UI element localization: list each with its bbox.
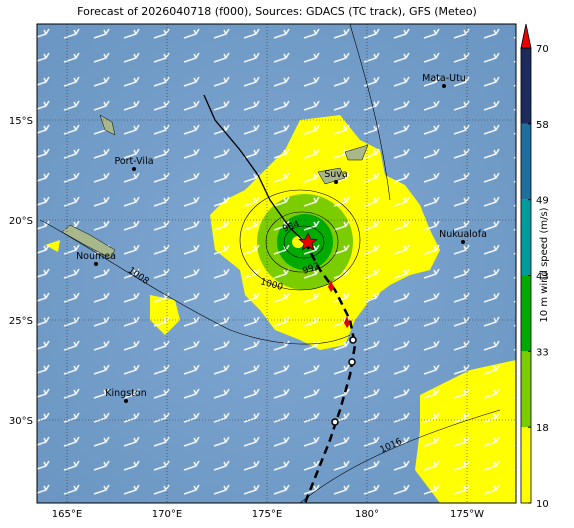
city-marker bbox=[94, 262, 98, 266]
city-marker bbox=[442, 84, 446, 88]
map-title: Forecast of 2026040718 (f000), Sources: … bbox=[77, 5, 477, 18]
isobars bbox=[39, 24, 501, 503]
storm-symbol bbox=[328, 280, 350, 328]
colorbar-segment bbox=[521, 199, 531, 276]
lat-label: 30°S bbox=[9, 416, 33, 427]
track-points bbox=[331, 336, 357, 426]
colorbar-segment bbox=[521, 351, 531, 428]
city-label: Mata-Utu bbox=[422, 73, 466, 84]
colorbar-segment bbox=[521, 427, 531, 503]
lon-label: 170°E bbox=[152, 509, 182, 520]
lat-label: 25°S bbox=[9, 316, 33, 327]
map-frame bbox=[36, 23, 517, 504]
lon-label: 175°E bbox=[252, 509, 282, 520]
colorbar-tick-label: 10 bbox=[536, 499, 549, 510]
current-position bbox=[298, 232, 318, 251]
lat-label: 15°S bbox=[9, 116, 33, 127]
colorbar-tick-label: 70 bbox=[536, 44, 549, 55]
island bbox=[317, 144, 369, 185]
lon-label: 175°W bbox=[450, 509, 484, 520]
colorbar-tick-label: 18 bbox=[536, 423, 549, 434]
colorbar-label: 10 m wind speed (m/s) bbox=[539, 207, 550, 322]
colorbar-segment bbox=[521, 123, 531, 200]
colorbar-tick-label: 58 bbox=[536, 120, 549, 131]
forecast-track bbox=[303, 241, 357, 503]
city-label: Noumea bbox=[76, 251, 116, 262]
colorbar-tick-label: 43 bbox=[536, 272, 549, 283]
city-marker bbox=[132, 167, 136, 171]
city-marker bbox=[461, 240, 465, 244]
colorbar-tick-label: 33 bbox=[536, 347, 549, 358]
city-marker bbox=[124, 399, 128, 403]
colorbar-extend bbox=[520, 23, 532, 49]
city-label: Suva bbox=[324, 169, 348, 180]
lon-label: 180° bbox=[355, 509, 379, 520]
lon-label: 165°E bbox=[52, 509, 82, 520]
colorbar-segment bbox=[521, 275, 531, 352]
map-area: 1008 1000 992 984 1016 Mata-UtuSuvaPort-… bbox=[37, 24, 516, 503]
colorbar-tick-label: 49 bbox=[536, 196, 549, 207]
lat-label: 20°S bbox=[9, 216, 33, 227]
city-label: Nukualofa bbox=[439, 229, 487, 240]
city-label: Kingston bbox=[105, 388, 146, 399]
colorbar-segment bbox=[521, 48, 531, 124]
city-label: Port-Vila bbox=[114, 156, 153, 167]
city-marker bbox=[334, 180, 338, 184]
